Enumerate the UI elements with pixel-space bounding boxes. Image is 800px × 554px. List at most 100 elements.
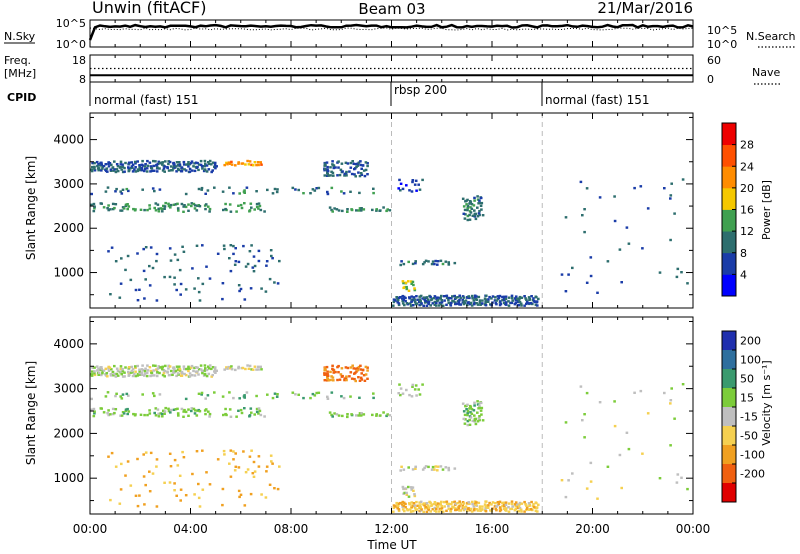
power-data-cell (348, 170, 351, 173)
power-data-cell (485, 294, 488, 297)
power-data-cell (433, 262, 436, 266)
power-data-cell (121, 188, 125, 191)
power-data-cell (396, 298, 400, 302)
velocity-data-cell (403, 509, 406, 513)
power-data-cell (516, 297, 519, 300)
velocity-data-cell (527, 508, 531, 511)
power-data-cell (315, 187, 318, 190)
power-data-cell (676, 267, 680, 271)
power-data-cell (207, 161, 210, 164)
velocity-data-cell (530, 500, 533, 504)
velocity-data-cell (410, 395, 414, 398)
velocity-colorbar-tick-label: 100 (740, 354, 761, 367)
y-tick-label: 3000 (53, 382, 84, 396)
power-ylabel: Slant Range [km] (24, 156, 38, 260)
velocity-data-cell (410, 501, 414, 504)
velocity-data-cell (337, 364, 340, 368)
velocity-data-cell (182, 415, 185, 418)
power-data-cell (167, 202, 170, 205)
velocity-data-cell (269, 454, 273, 457)
velocity-data-cell (201, 371, 204, 375)
velocity-data-cell (445, 500, 449, 503)
velocity-data-cell (469, 507, 473, 511)
power-data-cell (585, 281, 589, 284)
velocity-data-cell (502, 507, 506, 511)
velocity-data-cell (345, 378, 348, 382)
velocity-data-cell (514, 501, 518, 504)
velocity-colorbar-swatch (722, 388, 736, 408)
power-data-cell (669, 194, 673, 197)
velocity-data-cell (167, 367, 170, 370)
velocity-data-cell (167, 409, 171, 413)
power-data-cell (130, 165, 134, 168)
velocity-data-cell (253, 413, 256, 416)
velocity-data-cell (192, 407, 196, 411)
velocity-data-cell (161, 365, 164, 368)
velocity-data-cell (420, 508, 423, 511)
velocity-data-cell (100, 366, 103, 369)
velocity-data-cell (233, 469, 237, 472)
power-data-cell (156, 162, 160, 166)
velocity-data-cell (240, 411, 244, 415)
velocity-data-cell (435, 510, 438, 513)
power-data-cell (338, 173, 342, 177)
velocity-data-cell (121, 367, 124, 371)
power-data-cell (463, 301, 467, 305)
velocity-data-cell (248, 364, 252, 368)
velocity-data-cell (681, 383, 685, 386)
velocity-data-cell (413, 388, 417, 391)
power-data-cell (495, 303, 498, 306)
power-data-cell (257, 202, 261, 205)
velocity-data-cell (155, 374, 159, 378)
velocity-data-cell (447, 502, 451, 506)
power-data-cell (126, 207, 129, 211)
power-data-cell (237, 204, 240, 207)
power-data-cell (255, 205, 259, 209)
power-data-cell (502, 295, 505, 298)
velocity-data-cell (243, 396, 246, 399)
power-data-cell (96, 164, 99, 168)
velocity-data-cell (329, 378, 332, 382)
velocity-data-cell (399, 387, 403, 390)
velocity-data-cell (168, 481, 172, 484)
power-data-cell (178, 163, 182, 166)
velocity-data-cell (169, 369, 173, 373)
power-data-cell (187, 165, 190, 168)
power-data-cell (533, 299, 536, 303)
power-data-cell (413, 183, 417, 186)
velocity-data-cell (197, 392, 201, 395)
power-data-cell (153, 189, 156, 193)
power-data-cell (478, 213, 481, 217)
power-data-cell (162, 204, 165, 208)
velocity-data-cell (119, 365, 123, 368)
power-data-cell (429, 304, 432, 307)
power-data-cell (110, 163, 113, 166)
power-data-cell (119, 209, 122, 212)
velocity-data-cell (447, 504, 450, 508)
velocity-data-cell (194, 366, 198, 369)
velocity-data-cell (123, 371, 126, 374)
power-data-cell (91, 161, 94, 165)
velocity-data-cell (525, 504, 528, 507)
velocity-data-cell (144, 451, 148, 454)
velocity-data-cell (200, 369, 204, 372)
velocity-data-cell (104, 395, 108, 398)
power-data-cell (180, 202, 184, 206)
power-data-cell (410, 190, 414, 193)
velocity-data-cell (154, 414, 158, 417)
power-data-cell (176, 167, 180, 171)
power-data-cell (138, 167, 141, 170)
velocity-data-cell (294, 393, 297, 396)
velocity-data-cell (330, 413, 333, 417)
velocity-data-cell (96, 369, 99, 372)
velocity-data-cell (255, 410, 259, 414)
power-data-cell (527, 302, 531, 305)
velocity-data-cell (204, 367, 207, 370)
power-data-cell (469, 201, 473, 204)
velocity-data-cell (124, 366, 127, 369)
velocity-data-cell (452, 506, 456, 509)
velocity-data-cell (131, 374, 135, 378)
velocity-data-cell (184, 494, 188, 497)
power-data-cell (439, 302, 443, 306)
power-data-cell (229, 210, 233, 213)
